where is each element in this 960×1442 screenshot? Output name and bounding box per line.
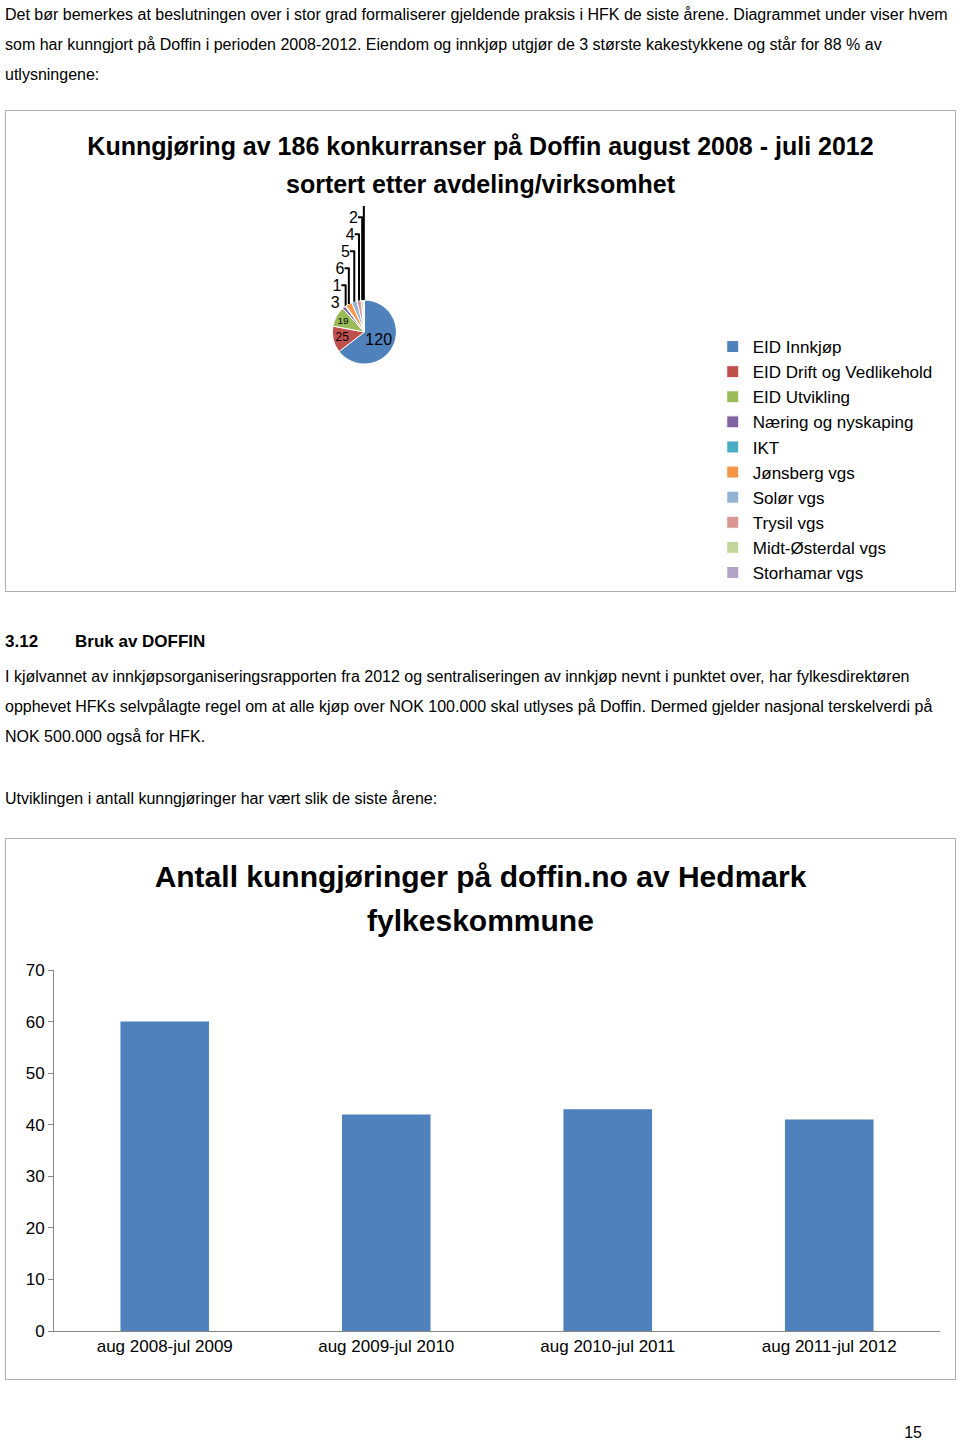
svg-text:EID Innkjøp: EID Innkjøp	[753, 338, 842, 357]
svg-text:10: 10	[26, 1270, 45, 1289]
svg-text:3: 3	[331, 294, 340, 311]
html-text:3.12: 3.12	[5, 632, 39, 651]
svg-text:EID Utvikling: EID Utvikling	[753, 388, 850, 407]
html-text:Det bør bemerkes at beslutning: Det bør bemerkes at beslutningen over i …	[5, 6, 948, 83]
svg-text:19: 19	[338, 315, 350, 326]
html-text:Utviklingen i antall kunngjøri: Utviklingen i antall kunngjøringer har v…	[5, 790, 438, 807]
svg-text:6: 6	[336, 260, 345, 277]
html-text:15: 15	[904, 1424, 922, 1441]
html-text:I kjølvannet av innkjøpsorgani: I kjølvannet av innkjøpsorganiseringsrap…	[5, 668, 933, 745]
svg-text:25: 25	[336, 330, 350, 344]
svg-text:1: 1	[351, 206, 360, 209]
html-text:Antall kunngjøringer på doffin: Antall kunngjøringer på doffin.no av Hed…	[154, 860, 807, 937]
svg-text:aug 2008-jul 2009: aug 2008-jul 2009	[97, 1337, 233, 1356]
svg-text:4: 4	[346, 226, 355, 243]
svg-text:EID Drift og Vedlikehold: EID Drift og Vedlikehold	[753, 363, 933, 382]
svg-text:IKT: IKT	[753, 439, 779, 458]
svg-text:40: 40	[26, 1116, 45, 1135]
svg-text:1: 1	[332, 277, 341, 294]
svg-text:aug 2009-jul 2010: aug 2009-jul 2010	[318, 1337, 454, 1356]
svg-text:70: 70	[26, 961, 45, 980]
svg-text:Jønsberg vgs: Jønsberg vgs	[753, 464, 855, 483]
svg-text:aug 2011-jul 2012: aug 2011-jul 2012	[762, 1337, 897, 1356]
svg-text:Trysil vgs: Trysil vgs	[753, 514, 824, 533]
svg-text:Midt-Østerdal vgs: Midt-Østerdal vgs	[753, 539, 886, 558]
svg-text:Solør vgs: Solør vgs	[753, 489, 825, 508]
svg-text:5: 5	[341, 243, 350, 260]
svg-text:60: 60	[26, 1013, 45, 1032]
svg-text:aug 2010-jul 2011: aug 2010-jul 2011	[540, 1337, 675, 1356]
svg-text:30: 30	[26, 1167, 45, 1186]
html-text:Kunngjøring av 186 konkurranse: Kunngjøring av 186 konkurranser på Doffi…	[87, 132, 874, 198]
svg-text:50: 50	[26, 1064, 45, 1083]
svg-text:Næring og nyskaping: Næring og nyskaping	[753, 413, 914, 432]
svg-text:Storhamar vgs: Storhamar vgs	[753, 564, 864, 583]
svg-text:2: 2	[349, 209, 358, 226]
svg-text:120: 120	[365, 331, 392, 348]
svg-text:0: 0	[35, 1322, 44, 1341]
html-text:Bruk av DOFFIN: Bruk av DOFFIN	[75, 632, 206, 651]
svg-text:20: 20	[26, 1219, 45, 1238]
